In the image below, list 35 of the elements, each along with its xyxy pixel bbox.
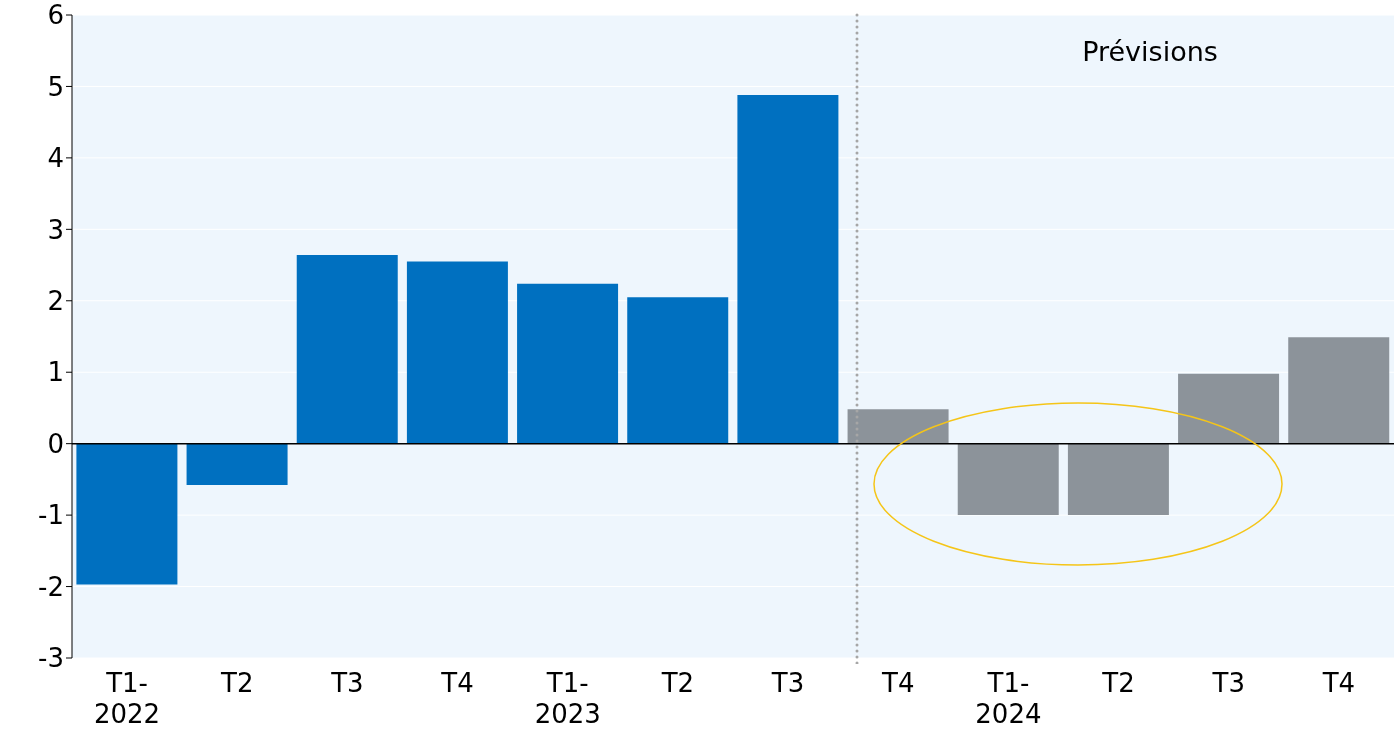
- x-tick-label: T2: [220, 668, 254, 698]
- bar: [186, 443, 288, 486]
- y-tick-label: 0: [47, 428, 64, 459]
- y-tick-label: 5: [47, 71, 64, 102]
- bar: [627, 297, 729, 444]
- x-tick-label: T1- 2024: [975, 668, 1042, 729]
- y-tick-label: 3: [47, 214, 64, 245]
- x-tick-label: T4: [881, 668, 915, 698]
- y-tick-label: -1: [38, 500, 64, 531]
- bar: [1067, 443, 1169, 516]
- annotation: Prévisions: [1081, 36, 1219, 67]
- x-tick-label: T1- 2023: [534, 668, 601, 729]
- x-tick-label: T4: [440, 668, 474, 698]
- y-tick-label: -3: [38, 643, 64, 674]
- x-tick-label: T3: [1211, 668, 1245, 698]
- x-tick-label: T3: [770, 668, 805, 698]
- bar: [517, 283, 619, 444]
- y-tick-label: 6: [47, 0, 64, 31]
- bar: [1178, 373, 1280, 444]
- bar: [847, 409, 949, 444]
- bar: [76, 443, 178, 585]
- bar: [296, 255, 398, 444]
- y-tick-label: 4: [47, 143, 64, 174]
- x-tick-label: T2: [1101, 668, 1135, 698]
- y-tick-label: 1: [47, 357, 64, 388]
- bar: [737, 95, 839, 444]
- x-tick-label: T3: [330, 668, 364, 698]
- x-tick-label: T1- 2022: [94, 668, 161, 729]
- bar: [406, 261, 508, 444]
- x-tick-label: T2: [660, 668, 695, 698]
- x-tick-label: T4: [1321, 668, 1356, 698]
- y-tick-label: -2: [38, 571, 64, 602]
- bar: [957, 443, 1059, 516]
- bar: [1288, 337, 1390, 444]
- y-tick-label: 2: [47, 286, 64, 317]
